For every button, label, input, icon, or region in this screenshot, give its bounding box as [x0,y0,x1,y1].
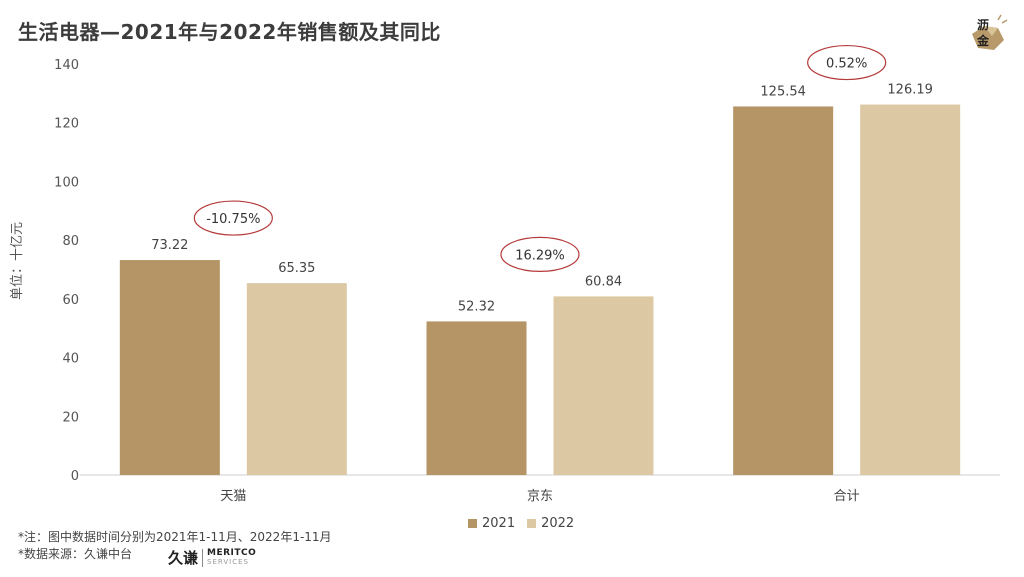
y-tick-label: 60 [62,293,79,308]
legend-swatch-2022 [527,519,537,528]
footnote-period: *注：图中数据时间分别为2021年1-11月、2022年1-11月 [18,530,332,544]
logo-char-2: 金 [977,34,990,48]
yoy-annotation-ellipse [500,236,580,272]
gold-nugget-icon [972,14,1008,50]
y-tick-label: 40 [62,352,79,367]
y-tick-label: 120 [54,117,79,132]
footer-brand: 久谦 MERITCO SERVICES [168,547,256,568]
bar [733,106,834,475]
footer-brand-divider [202,548,204,567]
legend-item-2021: 2021 [468,516,515,531]
legend-swatch-2021 [468,519,477,528]
footer-brand-en2: SERVICES [207,557,249,566]
yoy-annotation-label: 0.52% [826,57,867,72]
footnote-source: *数据来源：久谦中台 [18,547,133,561]
x-tick-label: 京东 [527,489,553,504]
data-label: 60.84 [585,274,622,289]
data-label: 73.22 [151,238,188,253]
data-label: 52.32 [458,299,495,314]
y-tick-label: 140 [54,58,79,73]
bar [860,104,961,476]
x-tick-label: 天猫 [220,489,246,504]
y-axis-label: 单位：十亿元 [10,221,25,300]
yoy-annotation-ellipse [193,200,273,236]
data-label: 65.35 [278,261,315,276]
data-label: 126.19 [887,83,933,98]
footer-brand-cn: 久谦 [168,549,199,567]
data-label: 125.54 [760,84,806,99]
yoy-annotation-ellipse [807,44,887,81]
y-tick-label: 0 [71,469,79,484]
footer-brand-en1: MERITCO [207,547,257,558]
logo-char-1: 沥 [977,18,990,32]
bar [119,260,220,475]
y-tick-label: 20 [62,410,79,425]
yoy-annotation-label: 16.29% [515,248,565,263]
legend-item-2022: 2022 [527,516,574,531]
y-tick-label: 100 [54,175,79,190]
yoy-annotation-label: -10.75% [206,212,260,227]
chart-title: 生活电器—2021年与2022年销售额及其同比 [18,20,441,44]
brand-logo: 沥 金 [968,14,1008,54]
y-tick-label: 80 [62,234,79,249]
footnotes: *注：图中数据时间分别为2021年1-11月、2022年1-11月 *数据来源：… [18,529,332,563]
footer-brand-en: MERITCO SERVICES [207,547,257,567]
bar [426,321,527,475]
legend-label-2022: 2022 [541,516,575,531]
bar [246,283,347,475]
x-tick-label: 合计 [834,489,860,504]
bar [553,296,654,475]
legend: 2021 2022 [468,516,574,531]
legend-label-2021: 2021 [482,516,516,531]
